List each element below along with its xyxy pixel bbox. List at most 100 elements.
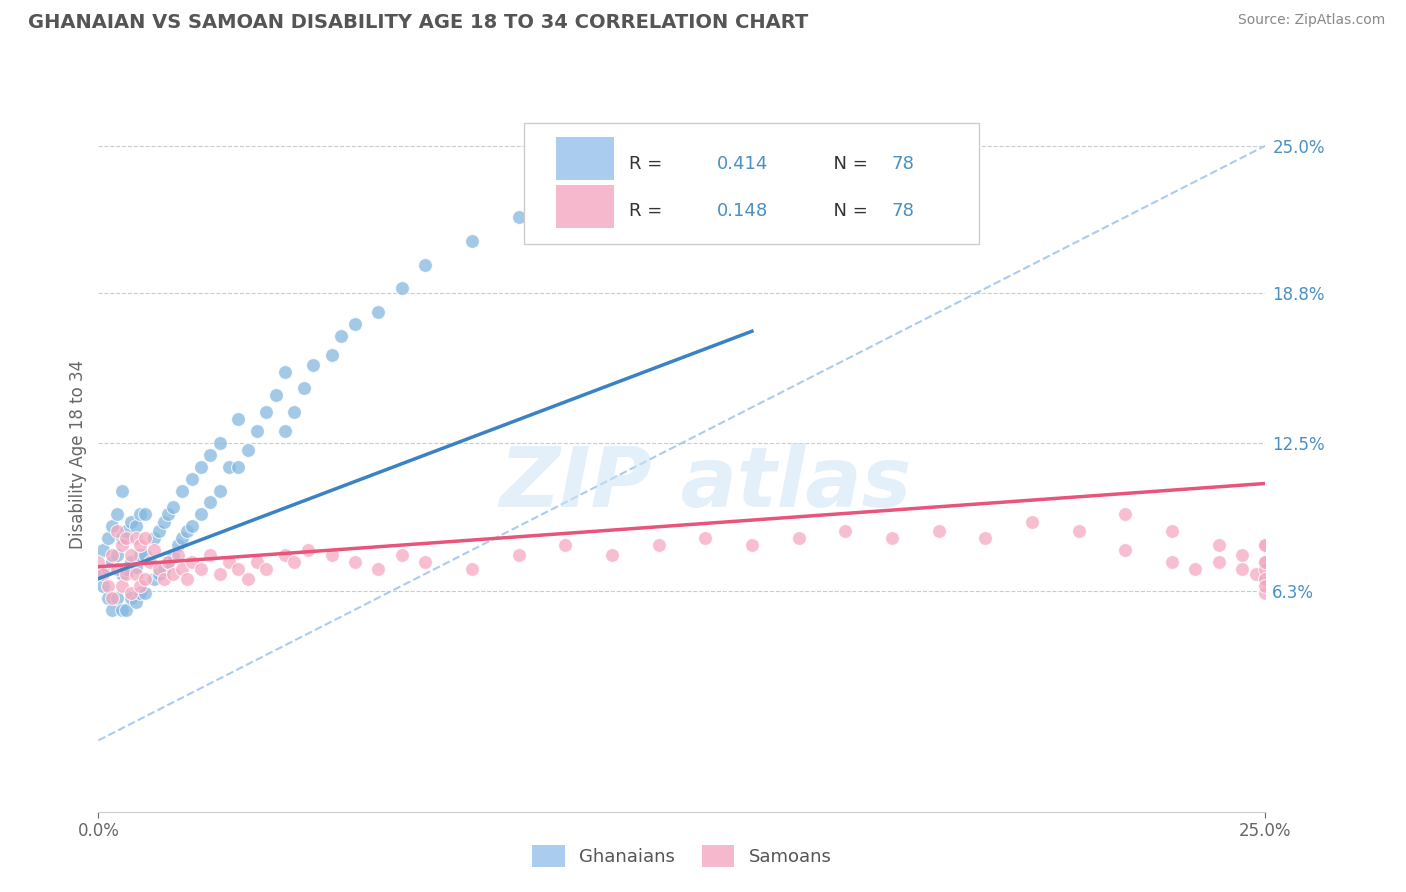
Point <box>157 508 180 522</box>
Text: N =: N = <box>823 202 868 219</box>
Point <box>129 579 152 593</box>
Point <box>297 543 319 558</box>
Point <box>741 138 763 153</box>
Point <box>97 562 120 576</box>
Point <box>162 566 184 581</box>
Point <box>236 572 259 586</box>
Point <box>166 548 188 562</box>
Point <box>125 531 148 545</box>
Point <box>1114 508 1136 522</box>
Point <box>115 566 138 581</box>
Point <box>1114 543 1136 558</box>
Point <box>91 579 114 593</box>
Point <box>148 566 170 581</box>
Point <box>172 562 194 576</box>
Point <box>647 162 669 177</box>
Point <box>1254 555 1277 569</box>
Point <box>105 562 128 576</box>
Point <box>600 174 623 188</box>
Point <box>218 555 240 569</box>
Point <box>101 591 124 605</box>
Point <box>125 566 148 581</box>
Point <box>344 555 367 569</box>
Point <box>208 566 231 581</box>
Point <box>321 548 343 562</box>
Bar <box>555 186 614 228</box>
Point <box>101 555 124 569</box>
Point <box>97 591 120 605</box>
Point <box>172 483 194 498</box>
Point <box>152 562 174 576</box>
Point <box>129 538 152 552</box>
Point <box>125 559 148 574</box>
Point <box>330 329 353 343</box>
Point <box>1254 572 1277 586</box>
Point <box>148 562 170 576</box>
Text: 78: 78 <box>891 155 915 173</box>
Point <box>148 524 170 538</box>
Point <box>129 508 152 522</box>
Point <box>162 548 184 562</box>
Point <box>1254 579 1277 593</box>
Point <box>139 555 162 569</box>
Point <box>1254 572 1277 586</box>
Point <box>120 586 142 600</box>
Point <box>208 483 231 498</box>
Point <box>880 531 903 545</box>
Point <box>292 381 315 395</box>
Point <box>461 234 484 248</box>
Point <box>321 348 343 362</box>
Point <box>91 543 114 558</box>
Point <box>1208 538 1230 552</box>
Text: Source: ZipAtlas.com: Source: ZipAtlas.com <box>1237 13 1385 28</box>
Point <box>367 562 389 576</box>
Text: 0.148: 0.148 <box>717 202 768 219</box>
Point <box>1161 555 1184 569</box>
Point <box>101 519 124 533</box>
Text: N =: N = <box>823 155 868 173</box>
Point <box>1254 562 1277 576</box>
Point <box>228 562 250 576</box>
Point <box>162 500 184 515</box>
Point <box>246 424 269 438</box>
Point <box>190 459 212 474</box>
Point <box>1254 555 1277 569</box>
Point <box>283 405 305 419</box>
Point <box>1184 562 1206 576</box>
Point <box>101 548 124 562</box>
Point <box>87 566 110 581</box>
Text: R =: R = <box>630 155 662 173</box>
Point <box>246 555 269 569</box>
Point <box>134 531 156 545</box>
Point <box>1254 538 1277 552</box>
Point <box>180 519 202 533</box>
Point <box>695 531 717 545</box>
Point <box>834 524 856 538</box>
FancyBboxPatch shape <box>524 123 980 244</box>
Point <box>344 317 367 331</box>
Point <box>105 508 128 522</box>
Point <box>283 555 305 569</box>
Point <box>111 579 134 593</box>
Point <box>143 572 166 586</box>
Point <box>115 524 138 538</box>
Point <box>111 538 134 552</box>
Point <box>143 543 166 558</box>
Point <box>228 459 250 474</box>
Point <box>97 579 120 593</box>
Legend: Ghanaians, Samoans: Ghanaians, Samoans <box>524 838 839 874</box>
Point <box>120 548 142 562</box>
Point <box>134 548 156 562</box>
Bar <box>555 137 614 180</box>
Y-axis label: Disability Age 18 to 34: Disability Age 18 to 34 <box>69 360 87 549</box>
Point <box>134 508 156 522</box>
Point <box>1230 562 1253 576</box>
Point <box>974 531 997 545</box>
Point <box>200 495 222 509</box>
Point <box>1161 524 1184 538</box>
Point <box>1021 515 1043 529</box>
Point <box>600 548 623 562</box>
Point <box>554 538 576 552</box>
Point <box>111 566 134 581</box>
Point <box>125 595 148 609</box>
